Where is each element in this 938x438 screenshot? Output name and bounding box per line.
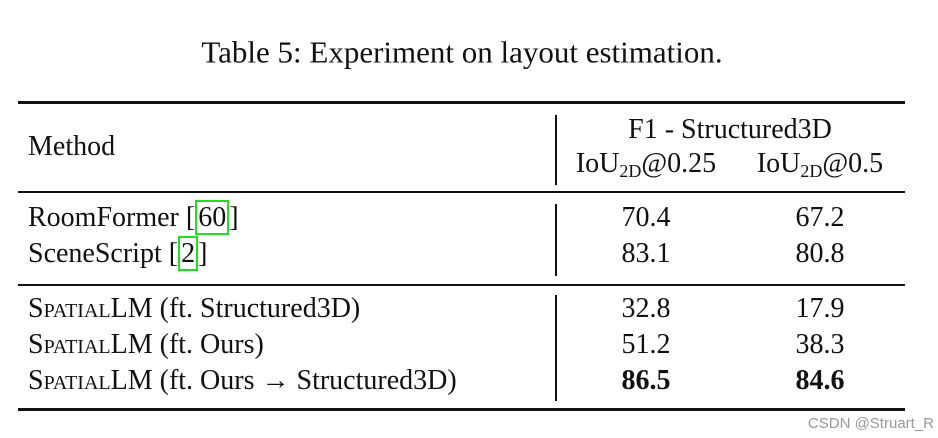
method-prefix: Spatial	[28, 293, 111, 324]
value-cell: 38.3	[795, 329, 845, 360]
value-cell: 86.5	[621, 365, 671, 396]
column-header: IoU2D@0.25	[575, 148, 717, 181]
value-cell: 84.6	[795, 365, 845, 396]
method-name: SceneScript	[28, 238, 169, 269]
value-cell: 70.4	[621, 202, 671, 233]
method-cell: SpatialLM (ft. Ours)	[28, 331, 264, 359]
cite-bracket: ]	[229, 202, 239, 233]
method-cell: RoomFormer [60]	[28, 200, 239, 235]
method-name: RoomFormer	[28, 202, 186, 233]
method-cell: SceneScript [2]	[28, 236, 208, 271]
method-prefix: Spatial	[28, 329, 111, 360]
table-caption: Table 5: Experiment on layout estimation…	[201, 34, 723, 70]
method-name: LM (ft. Ours)	[110, 329, 264, 360]
header-group: F1 - Structured3D	[628, 114, 832, 145]
method-cell: SpatialLM (ft. Ours → Structured3D)	[28, 367, 457, 395]
column-divider	[555, 295, 557, 401]
bottom-rule	[18, 408, 905, 411]
method-prefix: Spatial	[28, 365, 111, 396]
column-header-base: IoU	[756, 148, 801, 179]
value-cell: 83.1	[621, 238, 671, 269]
column-header: IoU2D@0.5	[756, 148, 884, 181]
citation: 60	[195, 200, 230, 235]
column-divider	[555, 204, 557, 276]
cite-bracket: [	[185, 202, 196, 233]
method-name: LM (ft. Structured3D)	[110, 293, 361, 324]
column-header-sub: 2D	[619, 161, 642, 181]
citation: 2	[178, 236, 199, 271]
column-header-sub: 2D	[800, 161, 823, 181]
section-rule	[18, 284, 905, 286]
value-cell: 17.9	[795, 293, 845, 324]
header-rule	[18, 191, 905, 193]
top-rule	[18, 101, 905, 104]
column-divider	[555, 115, 557, 185]
value-cell: 67.2	[795, 202, 845, 233]
value-cell: 32.8	[621, 293, 671, 324]
cite-bracket: ]	[198, 238, 208, 269]
column-header-suffix: @0.5	[822, 148, 884, 179]
method-name: LM (ft. Ours → Structured3D)	[110, 365, 457, 396]
column-header-base: IoU	[575, 148, 620, 179]
method-cell: SpatialLM (ft. Structured3D)	[28, 295, 360, 323]
value-cell: 80.8	[795, 238, 845, 269]
column-header-suffix: @0.25	[641, 148, 717, 179]
value-cell: 51.2	[621, 329, 671, 360]
watermark: CSDN @Struart_R	[807, 415, 934, 432]
header-method: Method	[28, 131, 116, 162]
cite-bracket: [	[168, 238, 179, 269]
